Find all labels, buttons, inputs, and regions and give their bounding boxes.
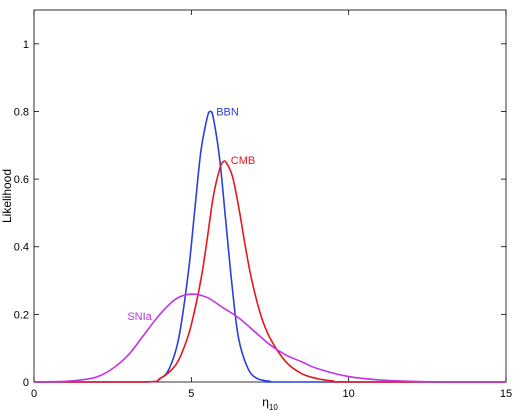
x-tick-label: 15 bbox=[500, 388, 512, 400]
series-label-cmb: CMB bbox=[231, 155, 255, 167]
x-axis-label: η10 bbox=[262, 395, 278, 412]
y-tick-label: 1 bbox=[23, 39, 29, 51]
series-line-bbn bbox=[34, 110, 506, 383]
y-tick-label: 0.2 bbox=[14, 309, 29, 321]
series-label-snia: SNIa bbox=[127, 311, 152, 323]
y-axis-label: Likelihood bbox=[0, 169, 14, 223]
x-tick-label: 10 bbox=[343, 388, 355, 400]
y-axis-ticks: 0 0.2 0.4 0.6 0.8 1 bbox=[14, 39, 506, 389]
y-tick-label: 0.6 bbox=[14, 174, 29, 186]
x-axis-label-subscript: 10 bbox=[269, 403, 278, 412]
x-axis-ticks: 0 5 10 15 bbox=[31, 10, 512, 400]
plot-area bbox=[33, 9, 507, 383]
series-line-cmb bbox=[34, 160, 506, 383]
y-tick-label: 0.8 bbox=[14, 106, 29, 118]
y-tick-label: 0.4 bbox=[14, 242, 29, 254]
x-tick-label: 0 bbox=[31, 388, 37, 400]
y-tick-label: 0 bbox=[23, 377, 29, 389]
series-line-snia bbox=[33, 293, 506, 383]
series-group: BBN CMB SNIa bbox=[33, 106, 506, 383]
x-tick-label: 5 bbox=[188, 388, 194, 400]
series-label-bbn: BBN bbox=[216, 106, 239, 118]
